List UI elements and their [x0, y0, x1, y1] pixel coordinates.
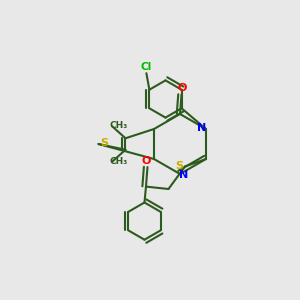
- Text: Cl: Cl: [141, 61, 152, 72]
- Text: S: S: [100, 138, 109, 148]
- Text: N: N: [197, 123, 207, 133]
- Text: CH₃: CH₃: [110, 157, 128, 166]
- Text: S: S: [176, 161, 184, 171]
- Text: O: O: [178, 83, 187, 93]
- Text: CH₃: CH₃: [110, 121, 128, 130]
- Text: O: O: [142, 155, 151, 166]
- Text: N: N: [179, 170, 188, 180]
